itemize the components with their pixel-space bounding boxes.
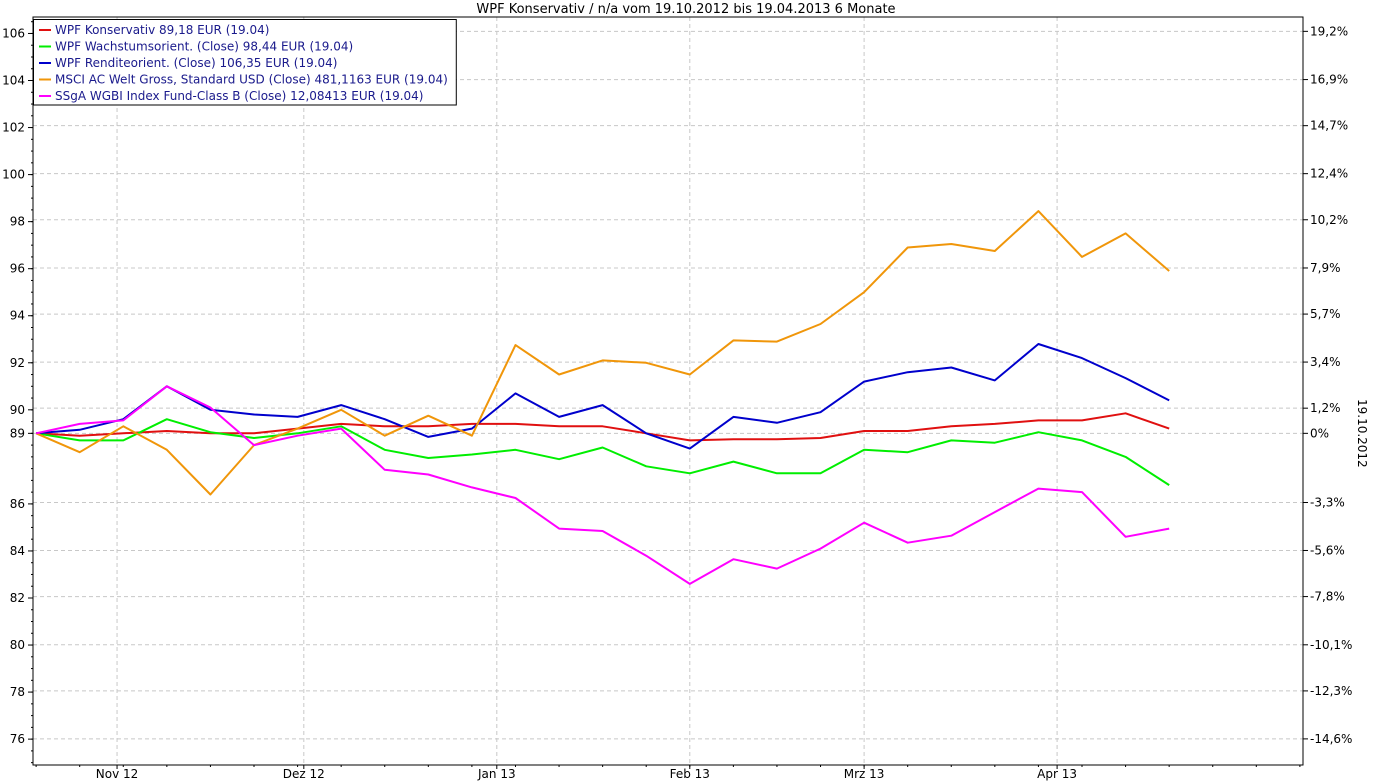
y-left-tick-label: 94 (10, 309, 25, 323)
y-right-tick-label: 16,9% (1310, 73, 1348, 87)
y-left-tick-label: 89 (10, 426, 25, 440)
y-left-tick-label: 78 (10, 685, 25, 699)
x-tick-label: Jan 13 (477, 767, 516, 781)
y-left-tick-label: 82 (10, 591, 25, 605)
y-left-tick-label: 106 (2, 26, 25, 40)
y-left-tick-label: 92 (10, 356, 25, 370)
y-right-tick-label: 7,9% (1310, 261, 1341, 275)
y-right-tick-label: -7,8% (1310, 590, 1345, 604)
y-right-tick-label: 12,4% (1310, 167, 1348, 181)
legend-label-2: WPF Wachstumsorient. (Close) 98,44 EUR (… (55, 40, 353, 54)
y-left-tick-label: 96 (10, 262, 25, 276)
x-tick-label: Mrz 13 (844, 767, 885, 781)
right-axis-date-label: 19.10.2012 (1355, 399, 1369, 468)
y-left-tick-label: 104 (2, 74, 25, 88)
y-right-tick-label: -3,3% (1310, 495, 1345, 509)
legend-label-5: SSgA WGBI Index Fund-Class B (Close) 12,… (55, 89, 423, 103)
y-right-tick-label: 1,2% (1310, 401, 1341, 415)
y-right-tick-label: -10,1% (1310, 638, 1352, 652)
y-left-tick-label: 86 (10, 497, 25, 511)
series-line-4 (35, 210, 1170, 496)
y-right-tick-label: 5,7% (1310, 307, 1341, 321)
y-right-tick-label: -5,6% (1310, 543, 1345, 557)
y-left-tick-label: 98 (10, 215, 25, 229)
y-right-tick-label: -12,3% (1310, 684, 1352, 698)
x-tick-label: Nov 12 (96, 767, 139, 781)
y-right-tick-label: 3,4% (1310, 355, 1341, 369)
legend-label-1: WPF Konservativ 89,18 EUR (19.04) (55, 23, 269, 37)
y-left-tick-label: 76 (10, 732, 25, 746)
axes: 76 78 80 82 84 86 89 90 92 94 96 98 100 102 104 106 19,2… (2, 21, 1369, 781)
y-right-tick-label: 0% (1310, 426, 1329, 440)
x-tick-label: Feb 13 (670, 767, 710, 781)
series-line-3 (36, 343, 1170, 450)
legend-box (33, 19, 457, 106)
y-right-tick-label: 10,2% (1310, 213, 1348, 227)
x-tick-label: Dez 12 (283, 767, 325, 781)
series-lines (35, 210, 1170, 585)
chart-title: WPF Konservativ / n/a vom 19.10.2012 bis… (476, 2, 895, 17)
y-right-tick-label: -14,6% (1310, 732, 1352, 746)
legend-label-3: WPF Renditeorient. (Close) 106,35 EUR (1… (55, 56, 337, 70)
y-left-tick-label: 90 (10, 403, 25, 417)
y-left-tick-label: 80 (10, 638, 25, 652)
legend-label-4: MSCI AC Welt Gross, Standard USD (Close)… (55, 73, 448, 87)
legend: WPF Konservativ 89,18 EUR (19.04) WPF Wac… (33, 19, 457, 106)
y-right-tick-label: 14,7% (1310, 119, 1348, 133)
series-line-2 (35, 418, 1170, 486)
plot-area (32, 16, 1304, 766)
y-left-tick-label: 84 (10, 544, 25, 558)
y-left-tick-label: 100 (2, 168, 25, 182)
x-tick-label: Apr 13 (1037, 767, 1077, 781)
y-left-tick-label: 102 (2, 121, 25, 135)
series-line-5 (35, 385, 1170, 585)
y-right-tick-label: 19,2% (1310, 24, 1348, 38)
